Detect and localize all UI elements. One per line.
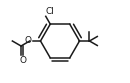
Text: O: O [19, 56, 26, 65]
Text: O: O [25, 36, 32, 45]
Text: Cl: Cl [45, 7, 54, 16]
